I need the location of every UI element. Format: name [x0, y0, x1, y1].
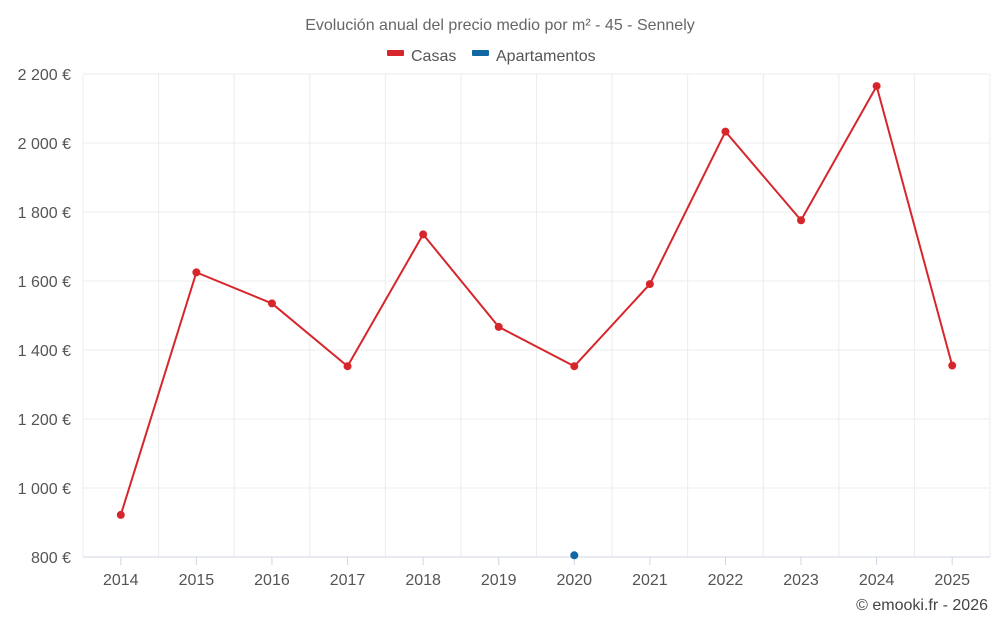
x-tick-label: 2015: [179, 572, 215, 589]
legend-swatch-casas: [387, 50, 404, 56]
data-point-apartamentos-2020[interactable]: [570, 551, 579, 560]
x-tick-label: 2018: [405, 572, 441, 589]
y-tick-label: 2 000 €: [18, 136, 71, 153]
data-point-casas-2015[interactable]: [192, 268, 201, 277]
data-point-casas-2022[interactable]: [721, 127, 730, 136]
y-tick-label: 1 000 €: [18, 481, 71, 498]
x-tick-label: 2019: [481, 572, 517, 589]
data-point-casas-2017[interactable]: [343, 362, 352, 371]
series-line-casas: [119, 85, 954, 516]
y-tick-label: 2 200 €: [18, 67, 71, 84]
chart-legend: Casas Apartamentos: [387, 48, 596, 65]
data-point-casas-2021[interactable]: [645, 280, 654, 289]
x-tick-label: 2023: [783, 572, 819, 589]
data-point-casas-2014[interactable]: [116, 510, 125, 519]
legend-label-casas: Casas: [411, 48, 456, 65]
y-tick-label: 800 €: [31, 550, 71, 567]
data-point-casas-2024[interactable]: [872, 82, 881, 91]
y-tick-label: 1 400 €: [18, 343, 71, 360]
x-tick-label: 2021: [632, 572, 668, 589]
legend-swatch-apartamentos: [472, 50, 489, 56]
data-point-casas-2023[interactable]: [797, 216, 806, 225]
legend-item-casas[interactable]: Casas: [387, 48, 456, 65]
data-point-casas-2025[interactable]: [948, 361, 957, 370]
data-point-casas-2019[interactable]: [494, 322, 503, 331]
x-tick-label: 2022: [708, 572, 744, 589]
x-tick-label: 2025: [934, 572, 970, 589]
legend-item-apartamentos[interactable]: Apartamentos: [472, 48, 596, 65]
chart-credits: © emooki.fr - 2026: [856, 597, 988, 614]
x-tick-label: 2024: [859, 572, 895, 589]
x-tick-label: 2016: [254, 572, 290, 589]
x-tick-label: 2020: [556, 572, 592, 589]
legend-label-apartamentos: Apartamentos: [496, 48, 596, 65]
data-point-casas-2016[interactable]: [267, 299, 276, 308]
y-tick-label: 1 800 €: [18, 205, 71, 222]
x-tick-label: 2017: [330, 572, 366, 589]
y-tick-label: 1 600 €: [18, 274, 71, 291]
data-point-casas-2018[interactable]: [419, 230, 428, 239]
x-tick-label: 2014: [103, 572, 139, 589]
y-tick-label: 1 200 €: [18, 412, 71, 429]
chart-title: Evolución anual del precio medio por m² …: [305, 17, 695, 34]
data-point-casas-2020[interactable]: [570, 362, 579, 371]
